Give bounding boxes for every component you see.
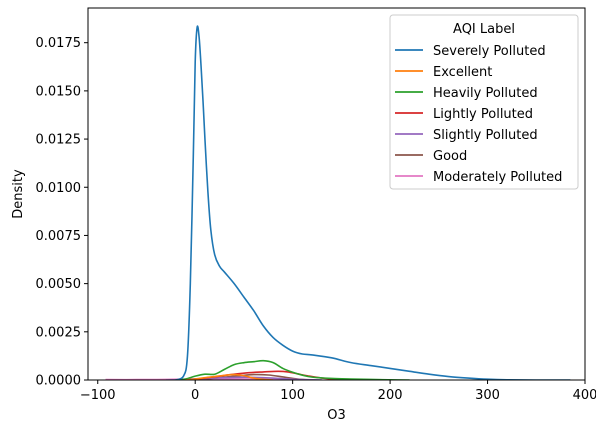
legend-label-lightly-polluted: Lightly Polluted	[433, 107, 533, 122]
x-tick-label: 300	[475, 388, 500, 403]
x-tick-label: −100	[80, 388, 116, 403]
legend-label-moderately-polluted: Moderately Polluted	[433, 170, 562, 185]
y-tick-label: 0.0050	[36, 277, 82, 292]
y-tick-label: 0.0175	[36, 36, 82, 51]
legend-label-good: Good	[433, 149, 467, 164]
y-tick-label: 0.0075	[36, 229, 82, 244]
x-ticks: −100 0 100 200 300 400	[80, 380, 596, 403]
y-axis-label: Density	[11, 169, 26, 219]
x-axis-label: O3	[327, 408, 346, 423]
legend-label-severely-polluted: Severely Polluted	[433, 44, 546, 59]
plot-frame	[87, 7, 586, 381]
plot-lines	[105, 25, 571, 380]
x-tick-label: 200	[378, 388, 403, 403]
y-tick-label: 0.0125	[36, 133, 82, 148]
series-line-excellent	[185, 373, 274, 380]
x-tick-label: 100	[280, 388, 305, 403]
y-ticks: 0.0000 0.0025 0.0050 0.0075 0.0100 0.0125 0.01…	[36, 36, 88, 389]
y-tick-label: 0.0150	[36, 84, 82, 99]
legend: AQI Label Severely Polluted Excellent Heav…	[389, 14, 579, 190]
legend-label-excellent: Excellent	[433, 65, 492, 80]
y-tick-label: 0.0000	[36, 374, 82, 389]
x-tick-label: 0	[191, 388, 199, 403]
axes	[87, 7, 586, 381]
legend-entries: Severely Polluted Excellent Heavily Pollut…	[395, 44, 562, 185]
legend-box	[389, 14, 579, 190]
y-tick-label: 0.0100	[36, 181, 82, 196]
y-tick-label: 0.0025	[36, 325, 82, 340]
legend-label-heavily-polluted: Heavily Polluted	[433, 86, 538, 101]
series-line-severely-polluted	[175, 25, 571, 380]
series-line-heavily-polluted	[175, 359, 410, 380]
legend-title: AQI Label	[453, 22, 515, 37]
x-tick-label: 400	[573, 388, 596, 403]
legend-label-slightly-polluted: Slightly Polluted	[433, 128, 538, 143]
